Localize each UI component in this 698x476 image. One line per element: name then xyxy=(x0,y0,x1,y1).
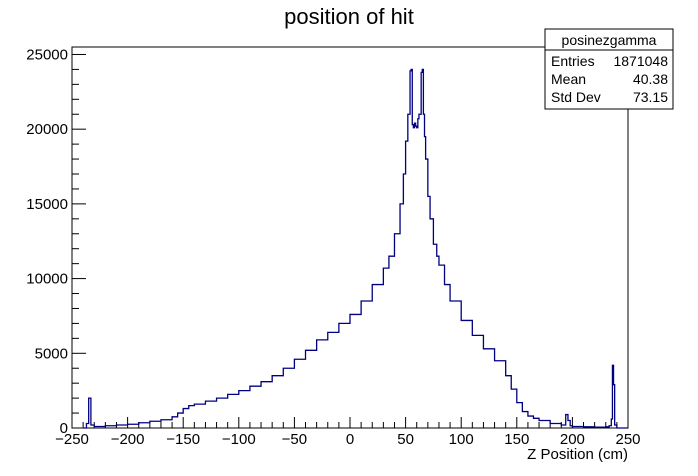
stats-stddev-label: Std Dev xyxy=(551,89,601,105)
x-tick-label: −200 xyxy=(111,431,145,448)
y-tick-label: 10000 xyxy=(26,271,68,288)
stats-mean-value: 40.38 xyxy=(633,71,668,87)
x-tick-label: −150 xyxy=(166,431,200,448)
x-tick-label: 150 xyxy=(504,431,529,448)
y-tick-label: 0 xyxy=(60,420,68,437)
x-tick-label: 100 xyxy=(449,431,474,448)
y-tick-label: 25000 xyxy=(26,46,68,63)
x-tick-label: −250 xyxy=(55,431,89,448)
x-tick-label: 0 xyxy=(346,431,354,448)
x-tick-label: 50 xyxy=(397,431,414,448)
histogram-series xyxy=(83,68,628,429)
x-axis-label: Z Position (cm) xyxy=(527,446,628,463)
y-tick-label: 5000 xyxy=(35,345,68,362)
stats-entries-value: 1871048 xyxy=(613,53,668,69)
histogram-line xyxy=(83,68,628,429)
y-tick-label: 15000 xyxy=(26,196,68,213)
x-tick-label: −100 xyxy=(222,431,256,448)
x-tick-label: 250 xyxy=(615,431,640,448)
stats-stddev-value: 73.15 xyxy=(633,89,668,105)
y-tick-label: 20000 xyxy=(26,121,68,138)
stats-box: posinezgamma Entries 1871048 Mean 40.38 … xyxy=(544,28,674,110)
stats-box-frame xyxy=(544,28,674,110)
y-axis: 0 5000 10000 15000 20000 25000 xyxy=(26,46,86,437)
stats-box-title: posinezgamma xyxy=(562,32,657,48)
x-tick-label: −50 xyxy=(282,431,307,448)
x-tick-label: 200 xyxy=(560,431,585,448)
x-axis: −250 −200 −150 −100 −50 0 50 100 150 200 250 xyxy=(55,417,641,448)
stats-entries-label: Entries xyxy=(551,53,595,69)
stats-mean-label: Mean xyxy=(551,71,586,87)
chart-title: position of hit xyxy=(284,4,414,29)
